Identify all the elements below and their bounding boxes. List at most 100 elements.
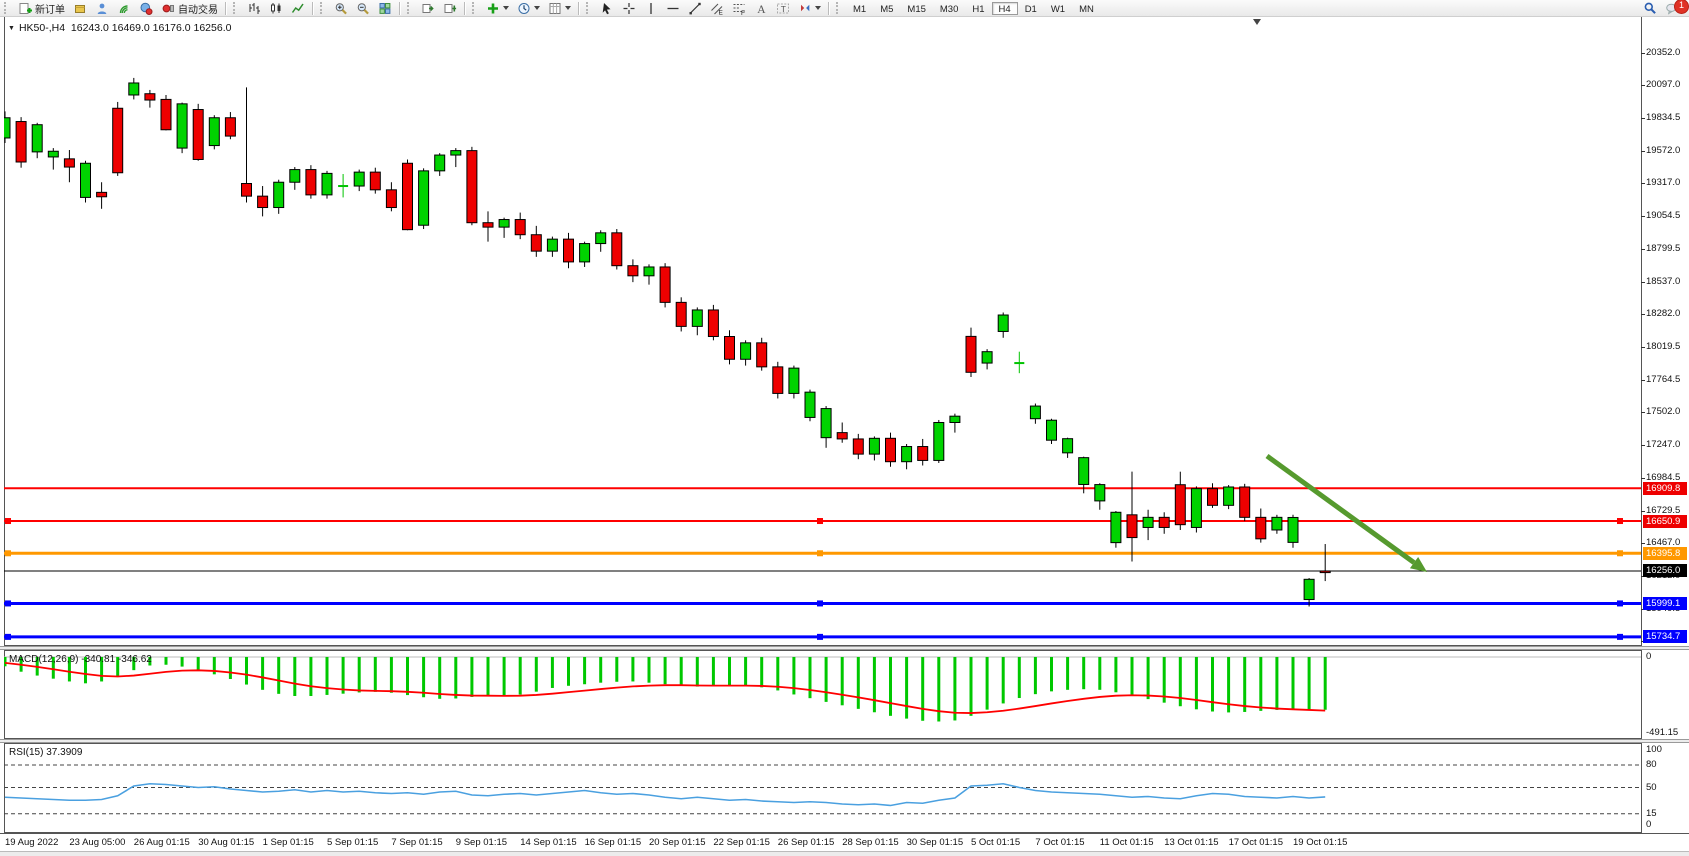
line-handle[interactable]: [817, 518, 823, 525]
date-tick-label: 19 Oct 01:15: [1293, 837, 1348, 848]
bar-chart-button[interactable]: [243, 1, 265, 16]
timeframe-m15-button[interactable]: M15: [900, 2, 932, 15]
price-tick-mark: [1641, 379, 1645, 381]
line-handle[interactable]: [1617, 600, 1623, 607]
date-tick-label: 14 Sep 01:15: [520, 837, 577, 848]
cube-yellow-icon: [73, 2, 87, 15]
arrows-button[interactable]: [794, 1, 825, 16]
toolbar-drag-handle[interactable]: [472, 2, 479, 14]
candle-body: [482, 222, 494, 228]
candle-body: [627, 265, 639, 277]
candle-body: [740, 342, 752, 360]
macd-histogram: [4, 657, 1327, 722]
trendline-button[interactable]: [684, 1, 706, 16]
auto-scroll-button[interactable]: [417, 1, 439, 16]
timeframe-mn-button[interactable]: MN: [1072, 2, 1101, 15]
line-handle[interactable]: [5, 550, 11, 557]
main-chart-canvas[interactable]: [4, 17, 1642, 646]
toolbar-drag-handle[interactable]: [407, 2, 414, 14]
equidistant-channel-button[interactable]: E: [706, 1, 728, 16]
candle-body: [257, 195, 269, 209]
candle-body: [675, 301, 687, 327]
date-tick-label: 5 Oct 01:15: [971, 837, 1021, 848]
timeframe-m30-button[interactable]: M30: [933, 2, 965, 15]
zoom-in-button[interactable]: [330, 1, 352, 16]
rsi-panel-canvas[interactable]: [4, 743, 1642, 833]
price-tick-label: 18282.0: [1646, 308, 1681, 320]
candle-body: [47, 150, 59, 158]
search-button[interactable]: [1639, 1, 1661, 16]
candle-body: [305, 169, 317, 196]
timeframe-m1-button[interactable]: M1: [846, 2, 873, 15]
periods-button[interactable]: [513, 1, 544, 16]
chat-button[interactable]: [1661, 1, 1683, 16]
text-button[interactable]: A: [750, 1, 772, 16]
market-watch-button[interactable]: [91, 1, 113, 16]
navigator-button[interactable]: [113, 1, 135, 16]
line-handle[interactable]: [1617, 550, 1623, 557]
timeframe-h1-button[interactable]: H1: [965, 2, 991, 15]
notifications-button[interactable]: 1: [1661, 0, 1689, 16]
trend-arrow[interactable]: [1265, 453, 1427, 572]
price-tick-label: 16467.0: [1646, 537, 1681, 549]
timeframe-m5-button[interactable]: M5: [873, 2, 900, 15]
autotrading-button[interactable]: 自动交易: [157, 1, 222, 16]
profiles-button[interactable]: [69, 1, 91, 16]
toolbar-drag-handle[interactable]: [4, 2, 11, 14]
panel-splitter-rsi[interactable]: [0, 739, 1689, 743]
tile-windows-button[interactable]: [374, 1, 396, 16]
toolbar-drag-handle[interactable]: [233, 2, 240, 14]
globe-red-icon: [139, 2, 153, 15]
text-label-button[interactable]: T: [772, 1, 794, 16]
line-handle[interactable]: [1617, 633, 1623, 640]
zoom-out-button[interactable]: [352, 1, 374, 16]
arrows-icon: [798, 2, 812, 15]
chart-shift-marker[interactable]: [1253, 19, 1261, 25]
candle-body: [224, 117, 236, 137]
candle-body: [498, 219, 510, 228]
svg-text:A: A: [757, 4, 766, 15]
candle-body: [1046, 419, 1057, 441]
line-handle[interactable]: [1617, 518, 1623, 525]
timeframe-d1-button[interactable]: D1: [1018, 2, 1044, 15]
templates-button[interactable]: [544, 1, 575, 16]
candle-body: [1287, 516, 1299, 543]
timeframe-w1-button[interactable]: W1: [1044, 2, 1072, 15]
line-chart-button[interactable]: [287, 1, 309, 16]
line-handle[interactable]: [817, 633, 823, 640]
vertical-line-button[interactable]: [640, 1, 662, 16]
price-tick-label: 17764.5: [1646, 373, 1681, 385]
line-handle[interactable]: [5, 518, 11, 525]
panel-splitter-macd[interactable]: [0, 646, 1689, 650]
cursor-button[interactable]: [596, 1, 618, 16]
template-icon: [548, 2, 562, 15]
candlestick-chart-button[interactable]: [265, 1, 287, 16]
toolbar-drag-handle[interactable]: [320, 2, 327, 14]
line-handle[interactable]: [5, 633, 11, 640]
horizontal-lines: [4, 487, 1641, 640]
line-handle[interactable]: [817, 600, 823, 607]
time-axis[interactable]: 19 Aug 2022 23 Aug 05:00 26 Aug 01:15 30 Au…: [0, 833, 1689, 851]
line-handle[interactable]: [5, 600, 11, 607]
fibonacci-button[interactable]: F: [728, 1, 750, 16]
terminal-button[interactable]: [135, 1, 157, 16]
autoscroll-icon: [421, 2, 435, 15]
timeframe-h4-button[interactable]: H4: [991, 1, 1018, 15]
price-tick-label: 20352.0: [1646, 46, 1681, 58]
chart-shift-button[interactable]: [439, 1, 461, 16]
date-tick-label: 9 Sep 01:15: [455, 837, 508, 848]
chart-symbol-label[interactable]: ▼ HK50-,H4 16243.0 16469.0 16176.0 16256.…: [8, 22, 231, 34]
scroll-group: [403, 0, 468, 16]
toolbar-drag-handle[interactable]: [836, 2, 843, 14]
new-order-button[interactable]: 新订单: [14, 1, 69, 16]
indicators-button[interactable]: [482, 1, 513, 16]
date-tick-label: 20 Sep 01:15: [649, 837, 706, 848]
horizontal-line-button[interactable]: [662, 1, 684, 16]
line-handle[interactable]: [817, 550, 823, 557]
macd-panel-canvas[interactable]: [4, 650, 1642, 739]
crosshair-button[interactable]: [618, 1, 640, 16]
toolbar-drag-handle[interactable]: [586, 2, 593, 14]
price-tick-mark: [1641, 281, 1645, 283]
candle-body: [917, 446, 929, 461]
price-tick-label: 16729.5: [1646, 504, 1681, 516]
